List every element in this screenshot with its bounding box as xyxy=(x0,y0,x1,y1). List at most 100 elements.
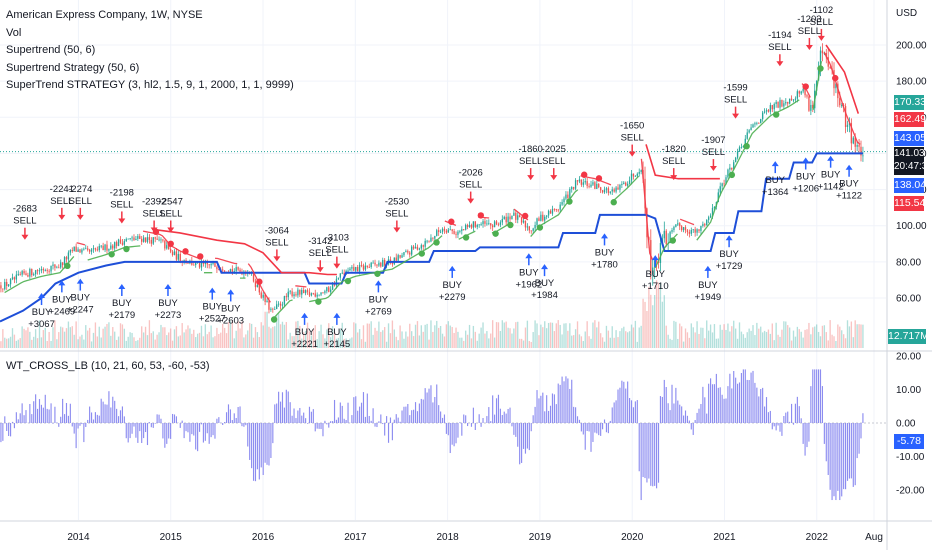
price-badge: 170.33 xyxy=(894,95,927,110)
candle-body xyxy=(792,99,795,101)
candle-body xyxy=(659,243,662,263)
buy-signal-label: BUY xyxy=(698,280,718,291)
candle-body xyxy=(619,184,621,190)
sell-signal-label: SELL xyxy=(810,17,833,28)
candle-body xyxy=(366,265,368,267)
symbol-title[interactable]: American Express Company, 1W, NYSE xyxy=(6,9,203,21)
buy-signal-label: +1780 xyxy=(591,259,618,270)
candle-body xyxy=(150,239,153,244)
volume-bar xyxy=(121,324,124,348)
candle-body xyxy=(135,238,137,240)
candle-body xyxy=(208,264,210,266)
volume-bar xyxy=(748,328,750,348)
candle-body xyxy=(530,230,532,232)
candle-body xyxy=(114,242,116,249)
candle-body xyxy=(798,91,800,94)
sell-signal-label: SELL xyxy=(621,133,644,144)
candle-body xyxy=(60,262,62,268)
volume-bar xyxy=(331,326,334,348)
buy-arrow-head xyxy=(827,155,835,161)
legend-supertrend-strategy[interactable]: Supertrend Strategy (50, 6) xyxy=(6,61,140,74)
candle-body xyxy=(179,253,181,262)
volume-bar xyxy=(52,327,54,348)
supertrend-red-line xyxy=(825,44,860,114)
candle-body xyxy=(482,221,484,225)
volume-bar xyxy=(648,286,650,348)
volume-bar xyxy=(262,325,264,348)
volume-bar xyxy=(518,338,521,348)
buy-dot xyxy=(344,277,352,285)
candle-body xyxy=(279,303,282,306)
volume-bar xyxy=(582,341,584,348)
candle-body xyxy=(771,105,773,110)
buy-dot xyxy=(507,221,514,229)
candle-body xyxy=(291,291,293,297)
candle-body xyxy=(96,249,99,251)
candle-body xyxy=(464,224,467,230)
volume-bar xyxy=(594,320,596,348)
volume-bar xyxy=(204,324,207,348)
volume-bar xyxy=(698,333,700,348)
volume-bar xyxy=(711,332,714,348)
sell-signal-label: SELL xyxy=(69,196,92,207)
candle-body xyxy=(36,270,39,272)
volume-bar xyxy=(511,333,513,348)
legend-supertrend[interactable]: Supertrend (50, 6) xyxy=(6,44,96,56)
volume-bar xyxy=(447,321,449,348)
candle-body xyxy=(680,226,683,231)
volume-bar xyxy=(673,320,675,348)
volume-bar xyxy=(763,330,766,348)
candle-body xyxy=(339,273,341,278)
volume-bar xyxy=(287,339,289,348)
candle-body xyxy=(424,240,426,247)
volume-bar xyxy=(299,325,301,348)
volume-bar xyxy=(490,333,492,348)
candle-body xyxy=(239,269,241,272)
candle-body xyxy=(75,246,77,252)
volume-bar xyxy=(815,324,818,348)
candle-body xyxy=(347,270,349,272)
volume-bar xyxy=(314,325,316,348)
sell-arrow-head xyxy=(709,166,717,172)
candle-body xyxy=(571,187,573,190)
buy-dot xyxy=(566,198,573,205)
candle-body xyxy=(370,262,372,268)
volume-bar xyxy=(301,338,303,348)
candle-body xyxy=(312,293,315,295)
candle-body xyxy=(447,229,449,233)
candle-body xyxy=(503,216,505,219)
candle-body xyxy=(430,237,432,242)
sell-signal-label: -3103 xyxy=(325,233,349,244)
candle-body xyxy=(223,270,226,272)
legend-vol[interactable]: Vol xyxy=(6,26,22,39)
time-tick-label: 2021 xyxy=(713,532,736,543)
supertrend-red-line xyxy=(645,144,720,180)
volume-bar xyxy=(497,322,500,348)
buy-dot xyxy=(270,316,278,323)
sell-signal-label: -1599 xyxy=(723,83,747,94)
candle-body xyxy=(542,214,544,221)
volume-bar xyxy=(328,323,330,348)
candle-body xyxy=(613,189,615,192)
volume-bar xyxy=(110,335,112,348)
volume-bar xyxy=(760,326,762,348)
candle-body xyxy=(679,223,681,227)
volume-bar xyxy=(277,313,280,348)
candle-body xyxy=(168,245,170,250)
volume-bar xyxy=(378,321,380,348)
volume-bar xyxy=(33,336,35,348)
volume-bar xyxy=(2,329,4,348)
sell-arrow-head xyxy=(550,175,558,181)
oscillator-title[interactable]: WT_CROSS_LB (10, 21, 60, 53, -60, -53) xyxy=(6,360,210,372)
candle-body xyxy=(544,216,546,221)
volume-bar xyxy=(36,338,39,348)
candle-body xyxy=(2,288,4,290)
candle-body xyxy=(285,296,288,298)
legend-supertrend-strategy-full[interactable]: SuperTrend STRATEGY (3, hl2, 1.5, 9, 1, … xyxy=(6,79,294,91)
volume-bar xyxy=(94,322,97,348)
volume-bar xyxy=(501,320,503,348)
volume-bar xyxy=(542,327,544,348)
volume-bar xyxy=(218,333,220,348)
